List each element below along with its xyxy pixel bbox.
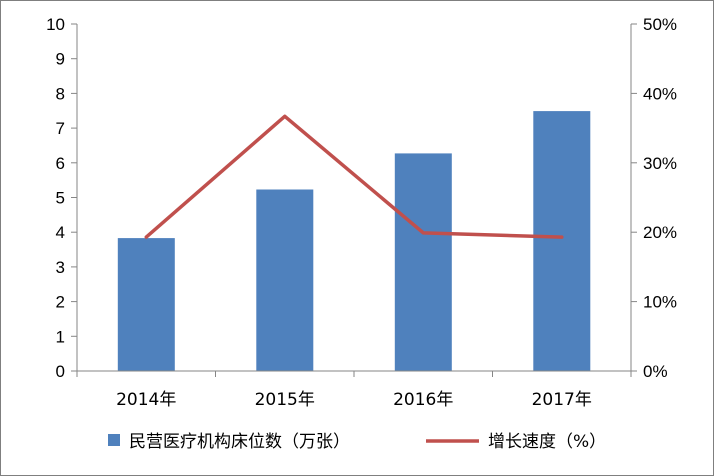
bar [533,111,591,371]
line-point [421,231,425,235]
left-tick-label: 1 [56,327,65,346]
x-tick-label: 2014年 [116,390,176,410]
line-point [560,235,564,239]
left-tick-label: 8 [56,84,65,103]
left-tick-label: 9 [56,50,65,69]
bar [394,153,452,371]
right-tick-label: 30% [643,154,677,173]
line-point [283,114,287,118]
left-tick-label: 0 [56,362,65,381]
left-tick-label: 2 [56,293,65,312]
legend-label-line: 增长速度（%） [488,432,606,452]
right-tick-label: 10% [643,293,677,312]
x-tick-label: 2015年 [255,390,315,410]
legend: 民营医疗机构床位数（万张） 增长速度（%） [108,432,606,452]
line-point [144,235,148,239]
left-tick-label: 3 [56,258,65,277]
legend-label-bar: 民营医疗机构床位数（万张） [129,432,350,452]
right-tick-label: 50% [643,15,677,34]
right-tick-label: 40% [643,84,677,103]
x-tick-label: 2017年 [532,390,592,410]
bar [117,238,175,371]
left-tick-label: 7 [56,119,65,138]
left-tick-label: 4 [56,223,65,242]
right-tick-label: 20% [643,223,677,242]
left-tick-label: 10 [46,15,65,34]
x-tick-label: 2016年 [393,390,453,410]
growth-line [144,114,564,239]
right-tick-label: 0% [643,362,668,381]
legend-swatch-bar [108,434,120,446]
plot-area: 0 1 2 3 4 5 6 7 8 9 10 0% 10% 20% 30% 40% 50% 2014年 2015年 2… [46,15,677,410]
left-tick-label: 5 [56,189,65,208]
left-tick-label: 6 [56,154,65,173]
bar [256,189,314,371]
